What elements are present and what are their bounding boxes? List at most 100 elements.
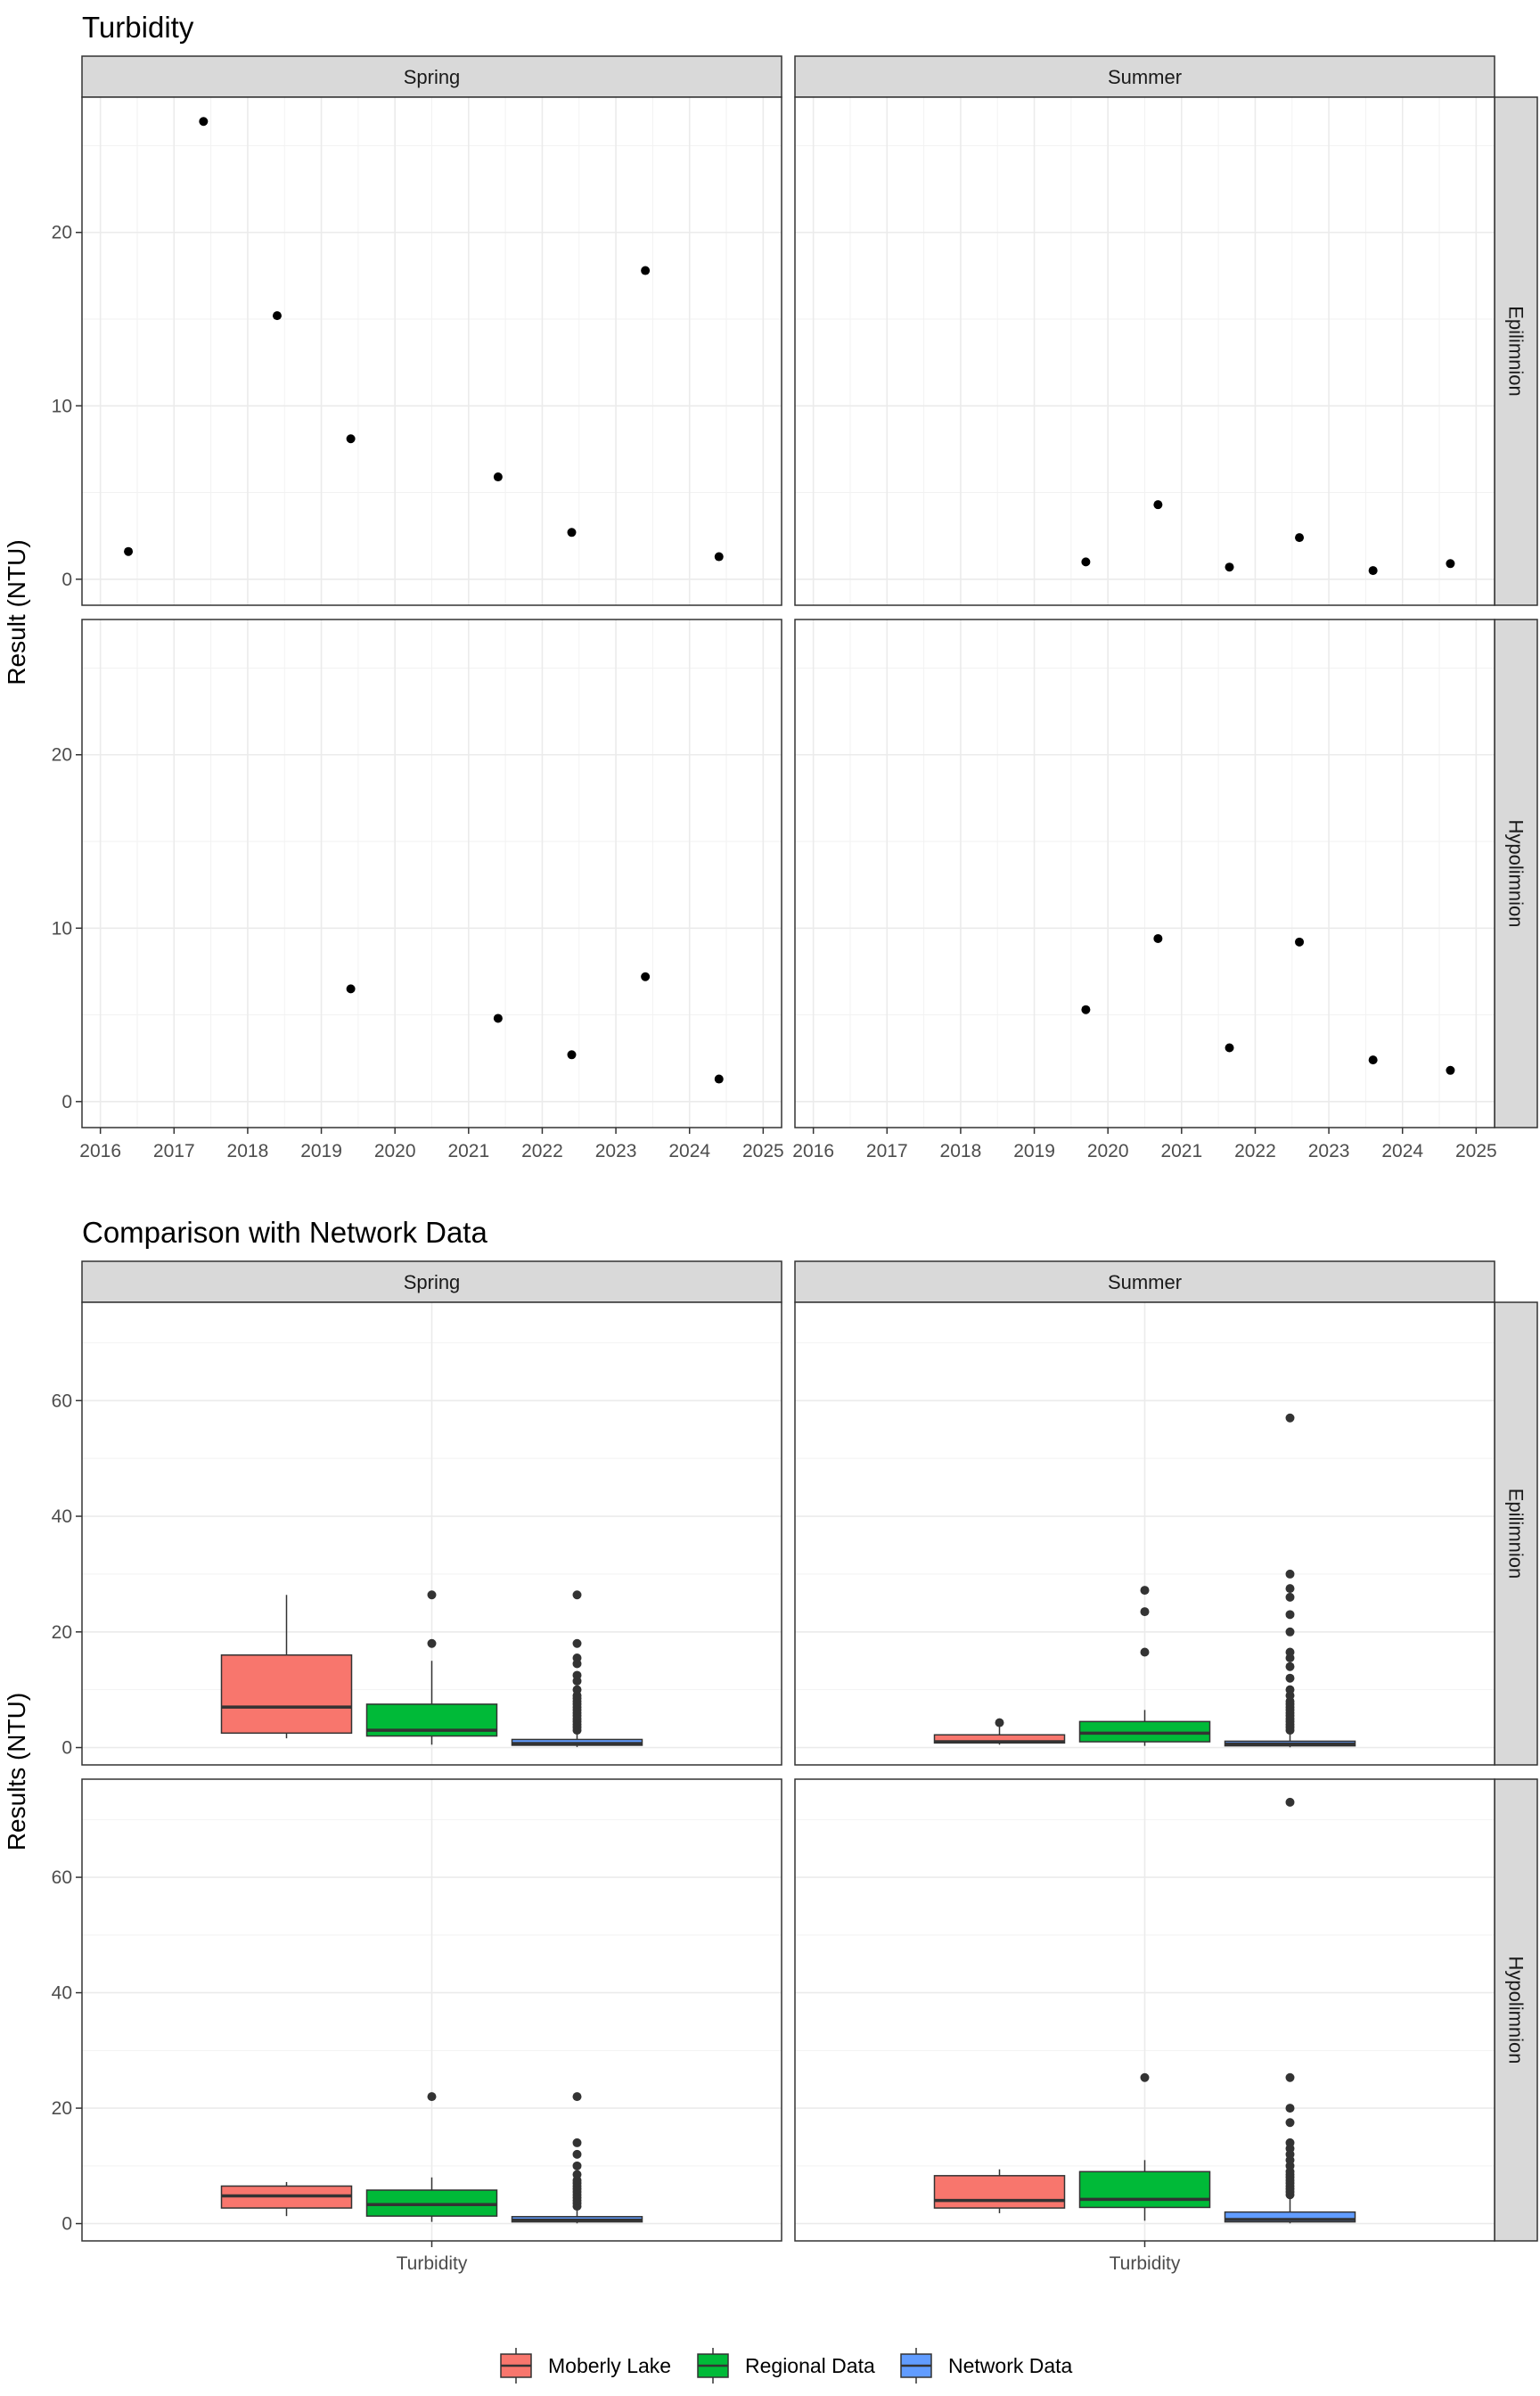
scatter-strip-label-epilimnion: Epilimnion bbox=[1505, 306, 1528, 397]
legend-label: Regional Data bbox=[745, 2354, 875, 2377]
box-moberly-lake bbox=[220, 2181, 353, 2217]
outlier-point bbox=[1285, 1647, 1295, 1657]
x-tick-label: 2016 bbox=[792, 1141, 834, 1161]
y-axis-title-scatter: Result (NTU) bbox=[3, 539, 30, 685]
box-network-data bbox=[1224, 1413, 1356, 1748]
legend-item-moberly-lake: Moberly Lake bbox=[500, 2348, 671, 2384]
x-tick-label: 2020 bbox=[374, 1141, 416, 1161]
boxplot-panel-summer-epilimnion bbox=[794, 1301, 1495, 1766]
x-tick-label: 2022 bbox=[1234, 1141, 1276, 1161]
x-tick-label: 2018 bbox=[227, 1141, 269, 1161]
legend-item-regional-data: Regional Data bbox=[697, 2348, 875, 2384]
box-regional-data bbox=[365, 2092, 498, 2222]
x-tick-label: 2025 bbox=[1455, 1141, 1497, 1161]
box-network-data bbox=[1224, 1797, 1356, 2224]
data-point bbox=[1446, 559, 1455, 569]
data-point bbox=[641, 972, 651, 981]
outlier-point bbox=[572, 2161, 582, 2170]
data-point bbox=[124, 546, 134, 556]
data-point bbox=[346, 434, 356, 444]
data-point bbox=[567, 1050, 577, 1060]
scatter-strip-label-summer: Summer bbox=[1108, 66, 1182, 88]
chart-title-comparison: Comparison with Network Data bbox=[82, 1216, 487, 1249]
panel-border bbox=[81, 96, 782, 606]
data-point bbox=[493, 472, 503, 482]
outlier-point bbox=[1140, 1647, 1150, 1657]
y-tick-label: 10 bbox=[52, 396, 72, 416]
data-point bbox=[641, 266, 651, 275]
boxplot-strip-epilimnion bbox=[1494, 1301, 1538, 1766]
boxplot-panel-spring-hypolimnion bbox=[81, 1778, 782, 2242]
outlier-point bbox=[1285, 2138, 1295, 2147]
scatter-panel-spring-hypolimnion bbox=[81, 619, 782, 1128]
outlier-point bbox=[1140, 2072, 1150, 2082]
outlier-point bbox=[1285, 2104, 1295, 2113]
scatter-strip-hypolimnion bbox=[1494, 619, 1538, 1128]
y-tick-label: 0 bbox=[61, 1092, 72, 1112]
outlier-point bbox=[572, 2138, 582, 2147]
scatter-strip-spring bbox=[81, 55, 782, 98]
y-tick-label: 20 bbox=[52, 745, 72, 766]
data-point bbox=[1295, 937, 1305, 947]
data-point bbox=[1225, 562, 1234, 572]
y-tick-label: 60 bbox=[52, 1867, 72, 1888]
boxplot-panel-spring-epilimnion bbox=[81, 1301, 782, 1766]
boxplot-strip-label-summer: Summer bbox=[1108, 1271, 1182, 1293]
outlier-point bbox=[572, 2170, 582, 2179]
outlier-point bbox=[1285, 2072, 1295, 2082]
x-tick-label: 2022 bbox=[521, 1141, 563, 1161]
legend: Moberly Lake Regional Data Network Data bbox=[500, 2348, 1073, 2384]
data-point bbox=[199, 117, 209, 127]
box-moberly-lake bbox=[933, 2169, 1066, 2213]
data-point bbox=[272, 311, 282, 321]
x-tick-label: 2016 bbox=[79, 1141, 121, 1161]
outlier-point bbox=[995, 1718, 1004, 1727]
scatter-panel-spring-epilimnion bbox=[81, 96, 782, 606]
box-moberly-lake bbox=[220, 1595, 353, 1739]
box-network-data bbox=[511, 2092, 643, 2224]
scatter-strip-label-spring: Spring bbox=[404, 66, 461, 88]
box-iqr bbox=[933, 2175, 1066, 2209]
data-point bbox=[1368, 566, 1378, 576]
y-tick-label: 20 bbox=[52, 2098, 72, 2119]
outlier-point bbox=[572, 1670, 582, 1680]
y-axis-title-boxplot: Results (NTU) bbox=[3, 1693, 30, 1850]
scatter-strip-label-hypolimnion: Hypolimnion bbox=[1505, 819, 1528, 927]
outlier-point bbox=[1285, 1610, 1295, 1620]
outlier-point bbox=[572, 1590, 582, 1600]
panel-border bbox=[794, 619, 1495, 1128]
data-point bbox=[714, 552, 724, 562]
y-tick-label: 20 bbox=[52, 1622, 72, 1643]
panel-border bbox=[794, 1301, 1495, 1766]
panel-border bbox=[794, 96, 1495, 606]
y-tick-label: 20 bbox=[52, 223, 72, 243]
scatter-strip-epilimnion bbox=[1494, 96, 1538, 606]
outlier-point bbox=[1285, 1673, 1295, 1683]
data-point bbox=[346, 984, 356, 994]
box-regional-data bbox=[365, 1590, 498, 1745]
outlier-point bbox=[427, 1590, 437, 1600]
x-tick-label: 2017 bbox=[153, 1141, 195, 1161]
outlier-point bbox=[1140, 1586, 1150, 1596]
x-tick-label: 2018 bbox=[940, 1141, 982, 1161]
data-point bbox=[493, 1013, 503, 1023]
scatter-panel-summer-hypolimnion bbox=[794, 619, 1495, 1128]
outlier-point bbox=[1285, 1797, 1295, 1807]
outlier-point bbox=[1285, 1584, 1295, 1594]
y-tick-label: 40 bbox=[52, 1506, 72, 1527]
outlier-point bbox=[1285, 2118, 1295, 2128]
outlier-point bbox=[1285, 1662, 1295, 1671]
panel-border bbox=[81, 619, 782, 1128]
outlier-point bbox=[1285, 1627, 1295, 1637]
scatter-panel-summer-epilimnion bbox=[794, 96, 1495, 606]
y-tick-label: 0 bbox=[61, 2214, 72, 2235]
data-point bbox=[1225, 1043, 1234, 1053]
box-moberly-lake bbox=[933, 1718, 1066, 1745]
data-point bbox=[714, 1074, 724, 1084]
x-tick-label: 2019 bbox=[1013, 1141, 1055, 1161]
x-tick-label: Turbidity bbox=[1110, 2253, 1181, 2274]
outlier-point bbox=[572, 1653, 582, 1662]
outlier-point bbox=[427, 2092, 437, 2102]
x-tick-label: 2020 bbox=[1087, 1141, 1129, 1161]
x-tick-label: 2021 bbox=[447, 1141, 489, 1161]
